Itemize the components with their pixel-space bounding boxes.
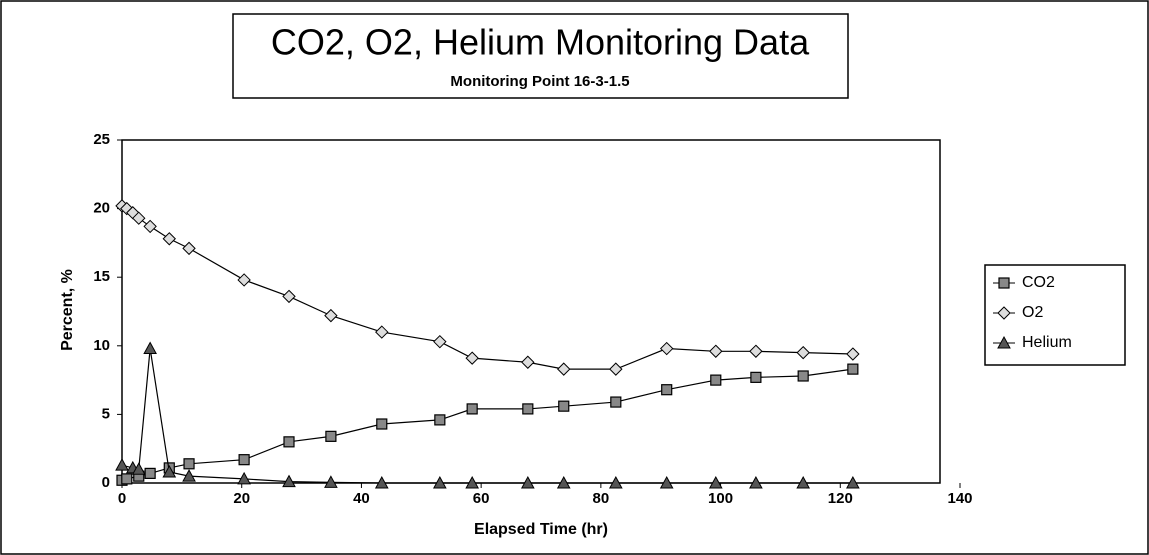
y-tick-label: 10 (93, 337, 110, 354)
x-axis-label: Elapsed Time (hr) (474, 521, 608, 538)
data-point (120, 201, 134, 216)
legend-marker (997, 335, 1011, 349)
data-point (659, 475, 674, 489)
legend-label: O2 (1022, 304, 1043, 321)
data-point (847, 363, 859, 375)
data-point (797, 370, 809, 382)
x-tick-label: 60 (473, 490, 490, 507)
data-point (374, 475, 389, 489)
data-point (796, 475, 811, 489)
data-point (521, 355, 535, 369)
data-point (237, 471, 251, 485)
data-point (710, 374, 722, 386)
data-point (556, 475, 571, 489)
data-point (557, 362, 571, 376)
y-axis-label: Percent, % (59, 269, 76, 351)
legend-label: Helium (1022, 334, 1072, 351)
data-point (708, 475, 723, 489)
data-point (143, 219, 157, 234)
x-tick-label: 120 (828, 490, 853, 507)
x-tick-label: 100 (708, 490, 733, 507)
data-point (143, 341, 157, 355)
x-tick-label: 40 (353, 490, 370, 507)
data-point (796, 345, 810, 360)
data-point (115, 458, 129, 471)
y-tick-label: 5 (102, 405, 110, 422)
data-point (282, 289, 296, 304)
chart-subtitle: Monitoring Point 16-3-1.5 (450, 73, 629, 90)
data-point (466, 403, 478, 415)
data-point (325, 430, 337, 442)
x-tick-label: 140 (947, 490, 972, 507)
data-point (434, 414, 446, 426)
legend-marker (997, 306, 1011, 320)
y-tick-label: 25 (93, 131, 110, 148)
data-point (121, 473, 133, 485)
data-point (846, 347, 860, 361)
title-box (232, 13, 849, 99)
data-point (282, 474, 296, 488)
data-point (432, 475, 447, 489)
data-point (659, 341, 674, 356)
data-point (465, 351, 479, 365)
chart-title: CO2, O2, Helium Monitoring Data (271, 22, 810, 63)
data-point (182, 469, 196, 482)
data-point (375, 325, 389, 339)
data-point (238, 454, 250, 466)
data-point (376, 418, 388, 430)
data-point (749, 475, 763, 489)
y-tick-label: 20 (93, 200, 110, 217)
data-point (522, 403, 534, 415)
data-point (520, 475, 535, 489)
data-point (608, 475, 623, 489)
data-point (324, 308, 338, 323)
series-line (121, 205, 853, 370)
x-tick-label: 20 (233, 490, 250, 507)
legend-marker (998, 277, 1010, 289)
data-point (749, 344, 763, 358)
data-point (610, 396, 622, 408)
data-point (131, 462, 146, 475)
data-point (609, 362, 623, 376)
data-point (465, 475, 480, 489)
legend-label: CO2 (1022, 274, 1055, 291)
x-tick-label: 0 (118, 490, 126, 507)
data-point (324, 475, 338, 488)
data-point (132, 211, 146, 225)
y-tick-label: 0 (102, 474, 110, 491)
data-point (283, 436, 295, 448)
data-point (162, 232, 176, 246)
data-point (709, 344, 723, 358)
data-point (182, 241, 196, 256)
data-point (237, 273, 251, 287)
plot-frame (121, 139, 941, 484)
data-point (558, 400, 570, 412)
series-line (121, 368, 853, 481)
y-tick-label: 15 (93, 268, 110, 285)
data-point (162, 464, 177, 478)
data-point (661, 384, 673, 396)
data-point (433, 334, 447, 349)
data-point (183, 458, 195, 470)
data-point (846, 475, 860, 489)
data-point (144, 467, 156, 479)
series-line (121, 348, 853, 484)
x-tick-label: 80 (593, 490, 610, 507)
data-point (750, 371, 762, 383)
